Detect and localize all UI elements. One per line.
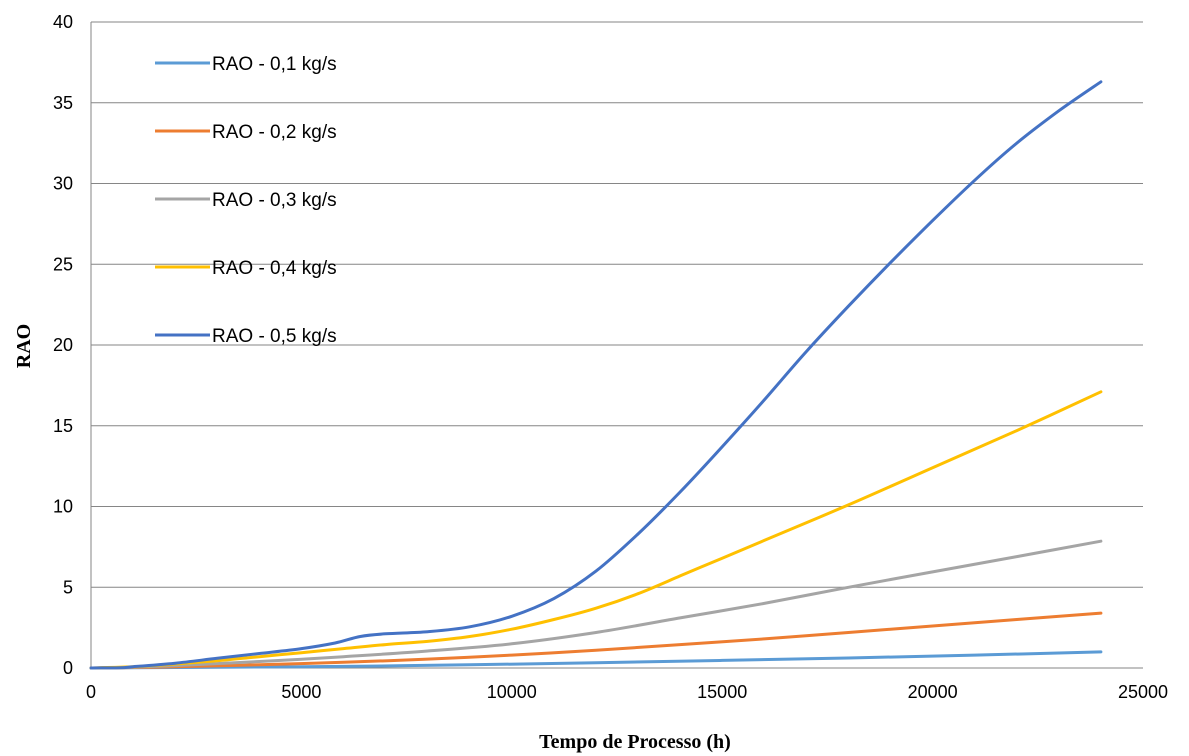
legend-item-1: RAO - 0,1 kg/s	[155, 54, 337, 75]
series-line-2	[89, 611, 1103, 670]
legend-item-5: RAO - 0,5 kg/s	[155, 326, 337, 347]
legend-label: RAO - 0,4 kg/s	[212, 258, 337, 279]
y-tick-label: 10	[53, 497, 73, 517]
x-tick-label: 20000	[908, 682, 958, 702]
y-tick-label: 20	[53, 335, 73, 355]
legend-label: RAO - 0,2 kg/s	[212, 122, 337, 143]
x-axis-tick-labels: 0 5000 10000 15000 20000 25000	[86, 682, 1168, 702]
legend-label: RAO - 0,3 kg/s	[212, 190, 337, 211]
legend-label: RAO - 0,5 kg/s	[212, 326, 337, 347]
legend-label: RAO - 0,1 kg/s	[212, 54, 337, 75]
x-tick-label: 0	[86, 682, 96, 702]
y-tick-label: 0	[63, 658, 73, 678]
y-tick-label: 40	[53, 12, 73, 32]
series-lines	[89, 80, 1103, 670]
legend-item-2: RAO - 0,2 kg/s	[155, 122, 337, 143]
series-line-3	[89, 539, 1103, 670]
y-tick-label: 5	[63, 577, 73, 597]
legend-item-3: RAO - 0,3 kg/s	[155, 190, 337, 211]
y-axis-tick-labels: 0 5 10 15 20 25 30 35 40	[53, 12, 73, 678]
x-tick-label: 15000	[697, 682, 747, 702]
x-tick-label: 10000	[487, 682, 537, 702]
x-tick-label: 5000	[281, 682, 321, 702]
y-tick-label: 25	[53, 254, 73, 274]
y-tick-label: 30	[53, 174, 73, 194]
y-tick-label: 15	[53, 416, 73, 436]
y-tick-label: 35	[53, 93, 73, 113]
series-line-4	[89, 390, 1103, 670]
x-tick-label: 25000	[1118, 682, 1168, 702]
series-line-5	[89, 80, 1103, 670]
legend-item-4: RAO - 0,4 kg/s	[155, 258, 337, 279]
y-axis-title: RAO	[13, 324, 35, 368]
grid-lines	[91, 21, 1143, 588]
legend: RAO - 0,1 kg/s RAO - 0,2 kg/s RAO - 0,3 kg…	[155, 54, 337, 347]
x-axis-title: Tempo de Processo (h)	[539, 731, 731, 753]
